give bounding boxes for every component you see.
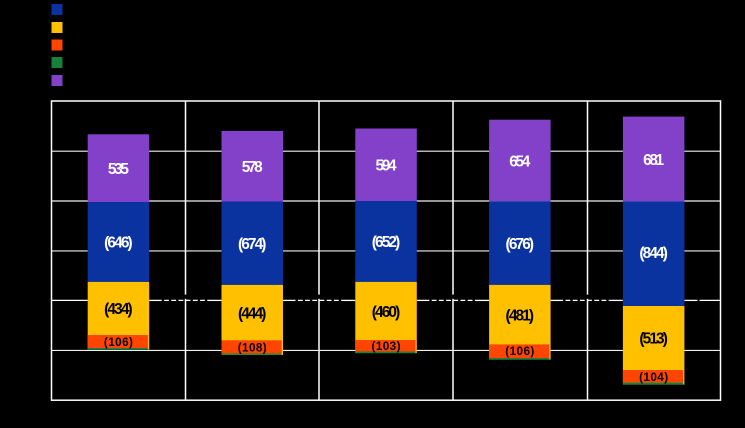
- svg-text:535: 535: [108, 161, 129, 178]
- svg-text:(103): (103): [372, 340, 401, 353]
- svg-text:594: 594: [376, 158, 397, 175]
- svg-text:(444): (444): [238, 305, 267, 322]
- svg-text:654: 654: [509, 153, 530, 170]
- svg-text:(676): (676): [506, 236, 535, 253]
- svg-text:(652): (652): [372, 234, 401, 251]
- svg-text:(674): (674): [238, 236, 267, 253]
- svg-text:(108): (108): [238, 342, 267, 355]
- svg-text:(460): (460): [372, 304, 401, 321]
- svg-text:(646): (646): [104, 235, 132, 252]
- svg-text:(106): (106): [104, 336, 133, 349]
- svg-text:(434): (434): [104, 301, 132, 318]
- svg-text:(106): (106): [505, 345, 534, 358]
- svg-text:(104): (104): [639, 371, 668, 384]
- svg-text:(844): (844): [639, 245, 668, 262]
- svg-text:(513): (513): [639, 331, 668, 348]
- svg-text:(481): (481): [506, 308, 535, 325]
- svg-text:681: 681: [643, 152, 664, 169]
- svg-text:578: 578: [242, 159, 263, 176]
